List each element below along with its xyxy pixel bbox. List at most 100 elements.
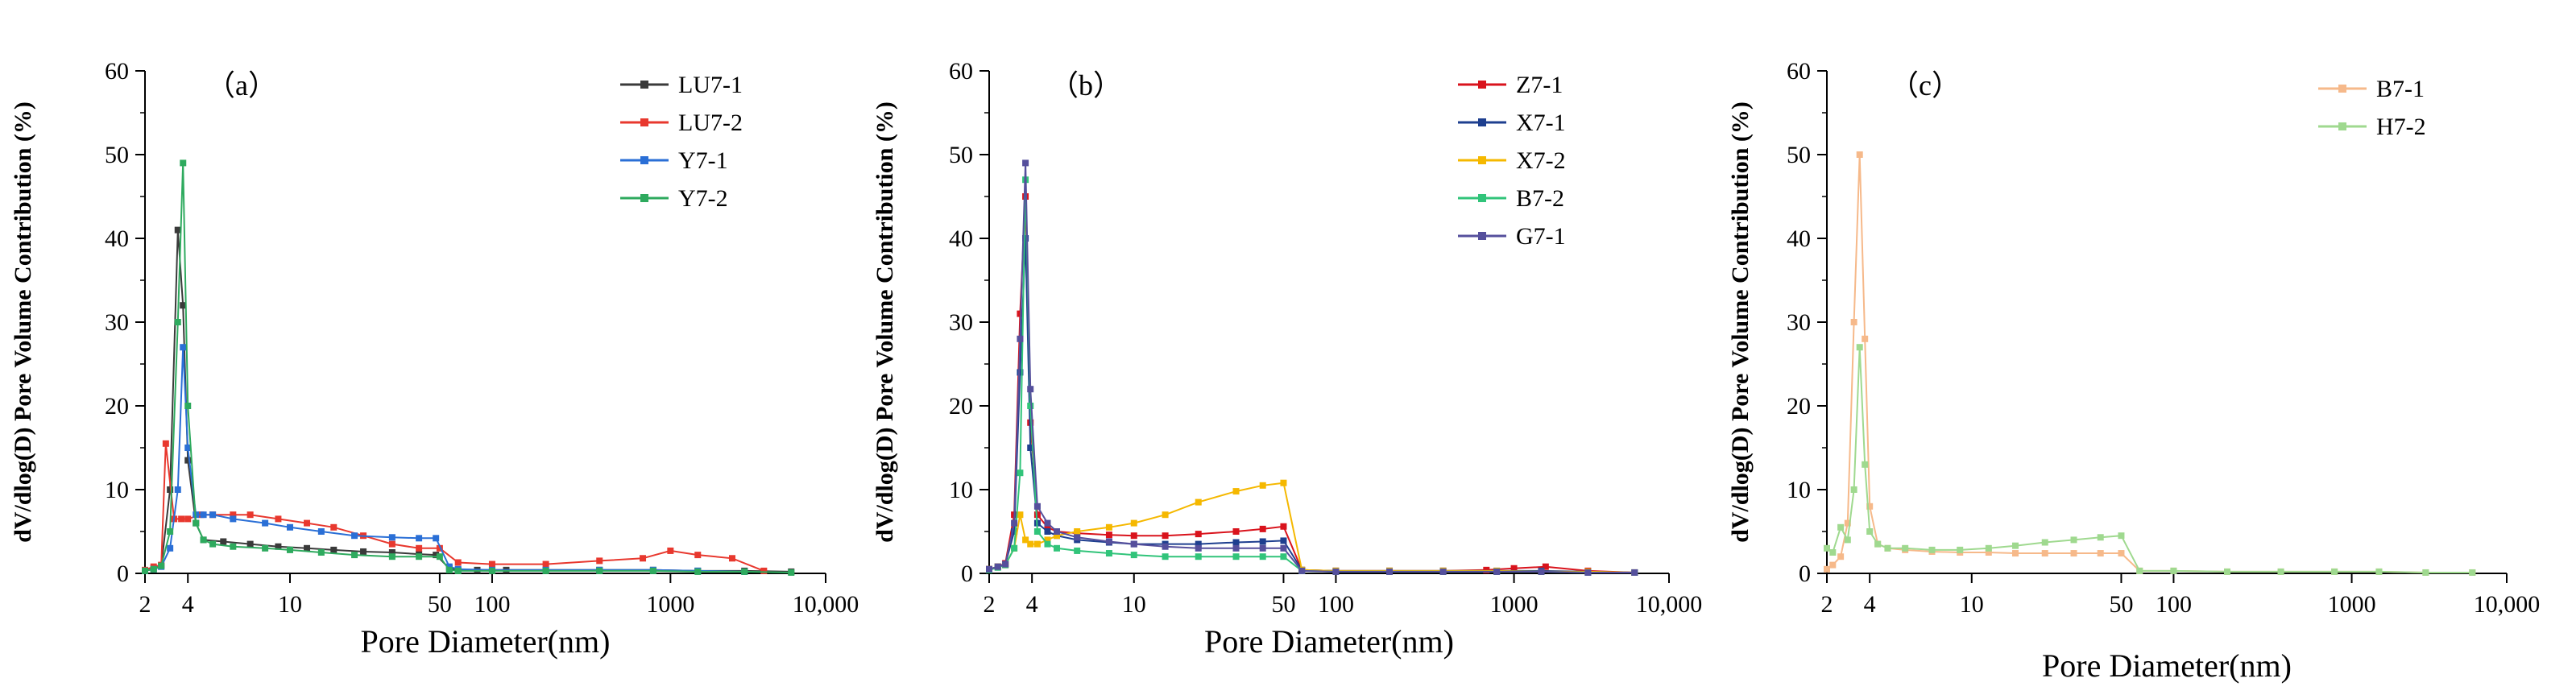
y-tick-label: 0 bbox=[117, 560, 129, 587]
data-point-LU7-1 bbox=[360, 548, 367, 555]
legend-marker-Y7-2 bbox=[640, 194, 648, 202]
data-point-H7-2 bbox=[2375, 568, 2383, 575]
data-point-Z7-1 bbox=[1232, 528, 1240, 535]
data-point-H7-2 bbox=[2224, 568, 2231, 575]
y-tick-label: 20 bbox=[1787, 393, 1811, 420]
data-point-Y7-1 bbox=[388, 534, 396, 541]
data-point-G7-1 bbox=[1584, 569, 1592, 576]
x-tick-label: 2 bbox=[139, 591, 151, 618]
y-tick-label: 20 bbox=[949, 393, 973, 420]
data-point-Y7-2 bbox=[142, 567, 148, 574]
data-point-Y7-1 bbox=[174, 486, 181, 493]
series-line-B7-1 bbox=[1826, 154, 2473, 573]
data-point-B7-1 bbox=[2070, 550, 2077, 557]
data-point-Y7-2 bbox=[184, 403, 192, 409]
data-point-H7-2 bbox=[1866, 528, 1874, 535]
data-point-X7-1 bbox=[1195, 540, 1202, 548]
panel-label: （c） bbox=[1890, 69, 1961, 101]
data-point-G7-1 bbox=[994, 563, 1001, 570]
data-point-H7-2 bbox=[2011, 542, 2019, 549]
data-point-H7-2 bbox=[1884, 544, 1891, 552]
x-tick-label: 2 bbox=[1821, 591, 1833, 618]
y-tick-label: 30 bbox=[105, 309, 129, 336]
legend-marker-H7-2 bbox=[2338, 122, 2346, 130]
data-point-Y7-1 bbox=[167, 544, 174, 552]
x-tick-label: 100 bbox=[2156, 591, 2192, 618]
y-tick-label: 10 bbox=[1787, 477, 1811, 503]
y-tick-label: 10 bbox=[105, 477, 129, 503]
data-point-G7-1 bbox=[1439, 568, 1447, 575]
y-tick-label: 20 bbox=[105, 393, 129, 420]
data-point-H7-2 bbox=[1837, 523, 1845, 531]
data-point-X7-2 bbox=[1033, 540, 1041, 548]
data-point-LU7-2 bbox=[330, 523, 338, 531]
y-tick-label: 40 bbox=[949, 225, 973, 252]
data-point-B7-1 bbox=[1824, 565, 1830, 573]
data-point-H7-2 bbox=[1874, 540, 1882, 548]
data-point-B7-2 bbox=[1033, 528, 1041, 535]
data-point-H7-2 bbox=[1862, 461, 1869, 468]
data-point-G7-1 bbox=[1027, 386, 1034, 393]
data-point-X7-2 bbox=[1022, 536, 1029, 544]
data-point-G7-1 bbox=[1332, 568, 1340, 575]
data-point-Y7-1 bbox=[200, 511, 207, 519]
x-axis-title: Pore Diameter(nm) bbox=[2042, 647, 2292, 684]
y-tick-label: 50 bbox=[1787, 142, 1811, 168]
data-point-Y7-1 bbox=[445, 563, 453, 570]
data-point-Y7-2 bbox=[317, 549, 325, 556]
data-point-LU7-2 bbox=[596, 557, 603, 565]
x-tick-label: 10 bbox=[278, 591, 302, 618]
data-point-H7-2 bbox=[1902, 544, 1909, 552]
y-tick-label: 30 bbox=[949, 309, 973, 336]
legend-label: B7-2 bbox=[1516, 185, 1564, 212]
data-point-B7-2 bbox=[1017, 469, 1024, 477]
data-point-X7-2 bbox=[1162, 511, 1169, 519]
data-point-Z7-1 bbox=[1195, 531, 1202, 538]
data-point-Z7-1 bbox=[1483, 566, 1490, 573]
y-tick-label: 60 bbox=[1787, 58, 1811, 85]
x-tick-label: 10,000 bbox=[1636, 591, 1703, 618]
data-point-LU7-2 bbox=[760, 567, 768, 574]
data-point-Z7-1 bbox=[1130, 532, 1137, 540]
data-point-LU7-2 bbox=[454, 559, 462, 566]
data-point-Y7-2 bbox=[167, 528, 174, 535]
y-tick-label: 60 bbox=[105, 58, 129, 85]
data-point-Y7-1 bbox=[416, 535, 423, 542]
x-tick-label: 10,000 bbox=[2474, 591, 2541, 618]
data-point-Y7-2 bbox=[351, 552, 358, 559]
data-point-H7-2 bbox=[1928, 546, 1936, 553]
data-point-LU7-1 bbox=[275, 543, 282, 550]
data-point-Y7-2 bbox=[158, 562, 165, 569]
data-point-G7-1 bbox=[1259, 544, 1266, 552]
data-point-G7-1 bbox=[1195, 544, 1202, 552]
data-point-LU7-2 bbox=[275, 515, 282, 523]
legend-label: LU7-2 bbox=[678, 110, 743, 136]
x-axis-title: Pore Diameter(nm) bbox=[1204, 623, 1454, 660]
data-point-LU7-2 bbox=[230, 511, 237, 519]
data-point-X7-1 bbox=[1017, 369, 1024, 376]
data-point-X7-2 bbox=[1195, 498, 1202, 506]
data-point-X7-2 bbox=[1017, 511, 1024, 519]
data-point-Y7-2 bbox=[262, 544, 269, 552]
legend-marker-X7-2 bbox=[1478, 156, 1486, 164]
data-point-B7-1 bbox=[1866, 503, 1874, 510]
data-point-Y7-1 bbox=[286, 523, 293, 531]
legend-marker-B7-1 bbox=[2338, 85, 2346, 93]
x-tick-label: 100 bbox=[1318, 591, 1354, 618]
data-point-B7-2 bbox=[1105, 550, 1112, 557]
data-point-Y7-1 bbox=[184, 445, 192, 451]
data-point-B7-1 bbox=[2097, 550, 2104, 557]
data-point-LU7-2 bbox=[729, 555, 736, 562]
legend-marker-Z7-1 bbox=[1478, 81, 1486, 89]
data-point-Z7-1 bbox=[1510, 565, 1518, 572]
series-line-X7-2 bbox=[988, 482, 1635, 573]
data-point-B7-2 bbox=[1044, 540, 1051, 548]
data-point-X7-2 bbox=[1105, 523, 1112, 531]
data-point-Y7-2 bbox=[649, 567, 656, 574]
data-point-Y7-2 bbox=[596, 567, 603, 574]
x-tick-label: 4 bbox=[1864, 591, 1876, 618]
data-point-LU7-2 bbox=[667, 547, 674, 554]
data-point-X7-2 bbox=[1130, 519, 1137, 527]
data-point-G7-1 bbox=[1130, 540, 1137, 548]
data-point-B7-2 bbox=[1162, 553, 1169, 560]
